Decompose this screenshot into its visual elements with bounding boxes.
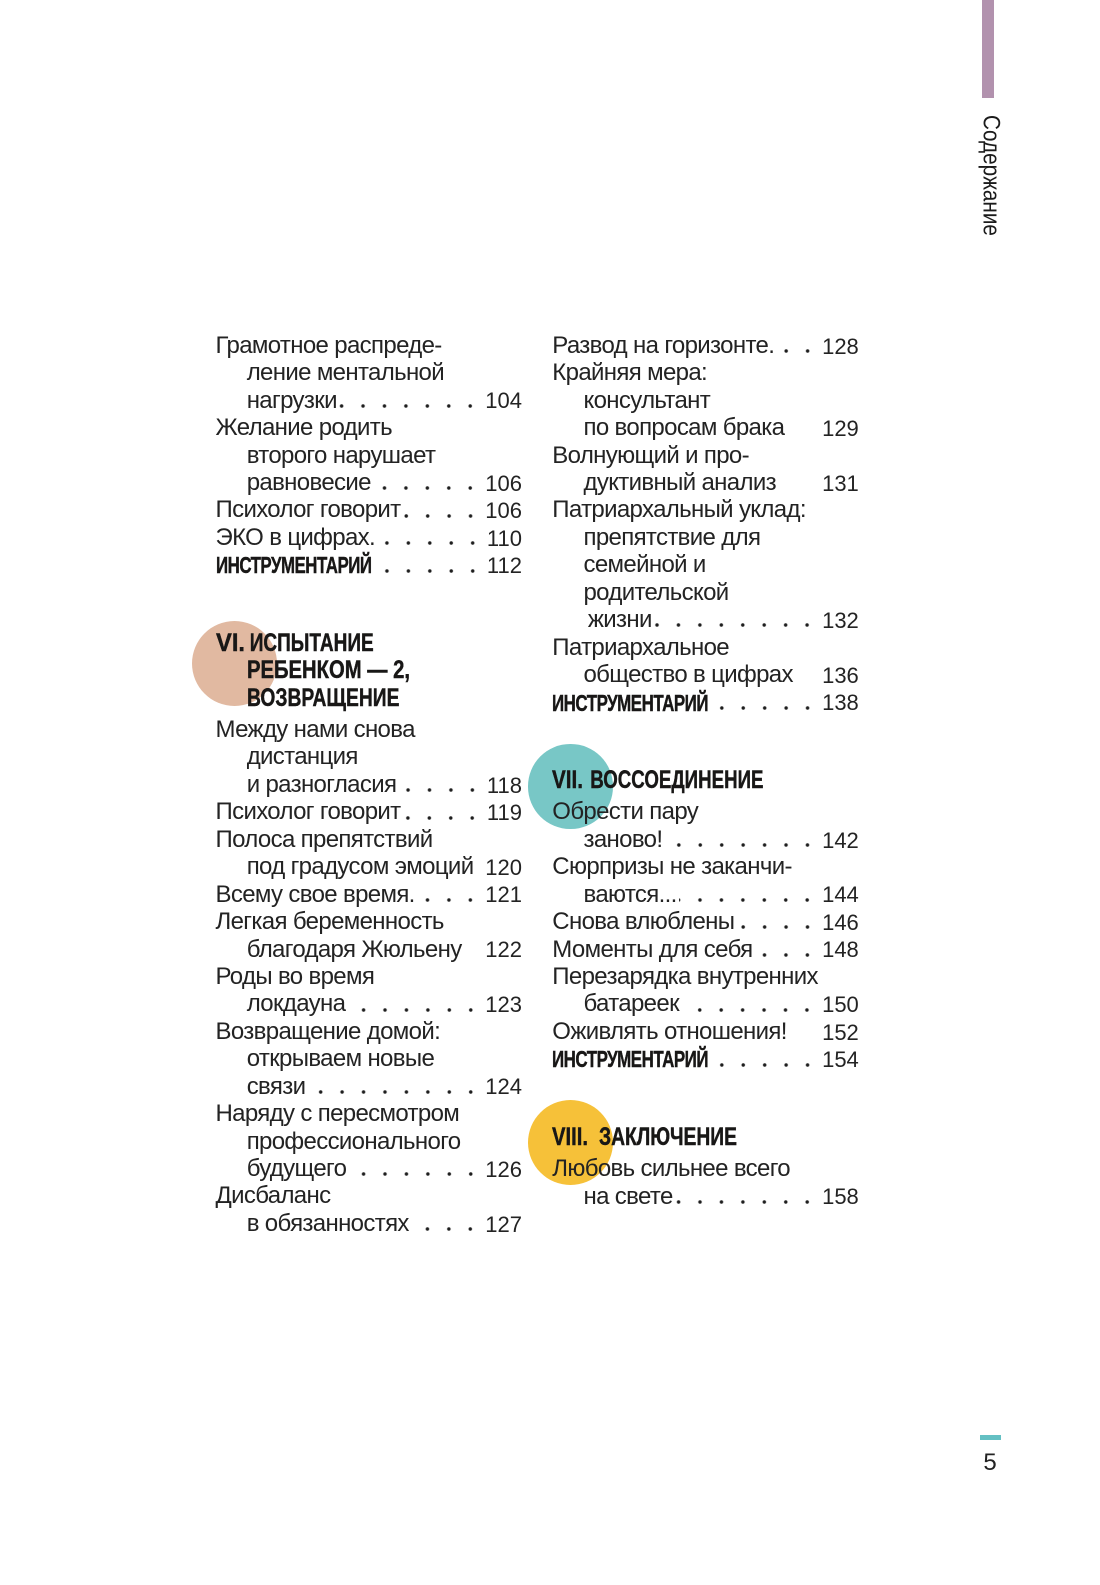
svg-text:РЕБЕНКОМ — 2,: РЕБЕНКОМ — 2, xyxy=(247,656,410,684)
svg-text:VII.: VII. xyxy=(552,766,583,794)
svg-text:ИНСТРУМЕНТАРИЙ: ИНСТРУМЕНТАРИЙ xyxy=(216,551,372,578)
svg-text:ИНСТРУМЕНТАРИЙ: ИНСТРУМЕНТАРИЙ xyxy=(552,1045,708,1072)
svg-text:ЗАКЛЮЧЕНИЕ: ЗАКЛЮЧЕНИЕ xyxy=(599,1123,737,1151)
svg-text:VI.: VI. xyxy=(216,629,245,657)
svg-text:ИНСТРУМЕНТАРИЙ: ИНСТРУМЕНТАРИЙ xyxy=(552,689,708,716)
svg-text:ВОЗВРАЩЕНИЕ: ВОЗВРАЩЕНИЕ xyxy=(247,684,400,712)
svg-text:ВОССОЕДИНЕНИЕ: ВОССОЕДИНЕНИЕ xyxy=(590,766,763,794)
svg-text:ИСПЫТАНИЕ: ИСПЫТАНИЕ xyxy=(249,629,373,657)
svg-text:VIII.: VIII. xyxy=(552,1123,588,1151)
